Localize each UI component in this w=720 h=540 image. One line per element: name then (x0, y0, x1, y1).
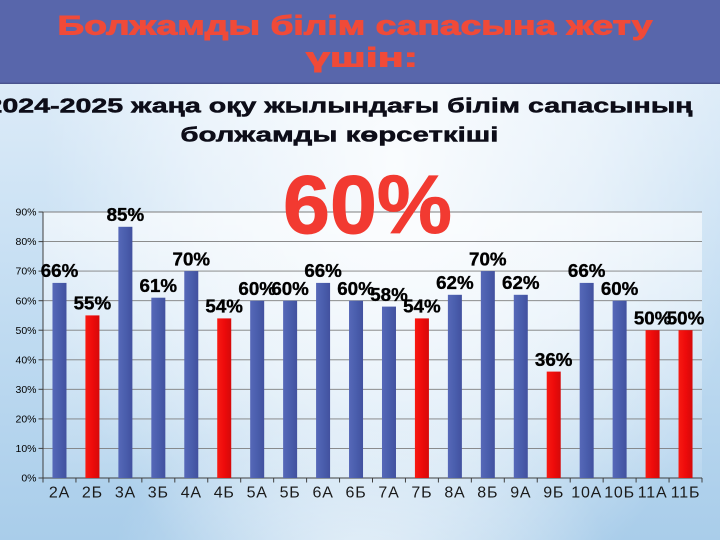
svg-text:20%: 20% (15, 414, 36, 426)
svg-text:3А: 3А (115, 485, 136, 502)
svg-text:54%: 54% (205, 297, 243, 317)
svg-text:8Б: 8Б (477, 485, 498, 502)
svg-text:50%: 50% (667, 308, 705, 328)
svg-text:80%: 80% (15, 236, 36, 248)
svg-text:40%: 40% (15, 354, 36, 366)
svg-text:0%: 0% (21, 473, 36, 485)
svg-text:5Б: 5Б (280, 485, 301, 502)
svg-text:66%: 66% (41, 261, 79, 281)
svg-text:36%: 36% (535, 350, 573, 370)
svg-text:6А: 6А (313, 485, 334, 502)
svg-text:62%: 62% (436, 273, 474, 293)
svg-text:8А: 8А (444, 485, 465, 502)
svg-text:үшін:: үшін: (306, 42, 418, 72)
svg-text:30%: 30% (15, 384, 36, 396)
svg-text:60%: 60% (283, 158, 452, 251)
svg-text:4А: 4А (181, 485, 202, 502)
svg-text:70%: 70% (469, 249, 507, 269)
svg-text:4Б: 4Б (214, 485, 235, 502)
svg-text:11А: 11А (638, 485, 668, 502)
svg-text:58%: 58% (370, 285, 408, 305)
svg-text:66%: 66% (568, 261, 606, 281)
svg-text:60%: 60% (337, 279, 375, 299)
svg-text:10%: 10% (15, 443, 36, 455)
svg-text:болжамды көрсеткіші: болжамды көрсеткіші (180, 124, 498, 146)
svg-text:9А: 9А (510, 485, 531, 502)
svg-text:5А: 5А (247, 485, 268, 502)
svg-text:66%: 66% (304, 261, 342, 281)
svg-text:55%: 55% (74, 294, 112, 314)
svg-text:62%: 62% (502, 273, 540, 293)
svg-text:10Б: 10Б (604, 485, 635, 502)
svg-text:2Б: 2Б (82, 485, 103, 502)
svg-text:60%: 60% (238, 279, 276, 299)
svg-text:90%: 90% (15, 207, 36, 219)
svg-text:7Б: 7Б (411, 485, 432, 502)
svg-text:9Б: 9Б (543, 485, 564, 502)
svg-text:70%: 70% (15, 266, 36, 278)
svg-text:60%: 60% (601, 279, 639, 299)
svg-text:70%: 70% (173, 249, 211, 269)
svg-text:10А: 10А (571, 485, 602, 502)
svg-text:Болжамды білім сапасына жету: Болжамды білім сапасына жету (58, 10, 653, 40)
svg-text:3Б: 3Б (148, 485, 169, 502)
svg-text:85%: 85% (107, 205, 145, 225)
svg-text:11Б: 11Б (671, 485, 701, 502)
svg-text:7А: 7А (378, 485, 399, 502)
svg-text:50%: 50% (634, 308, 672, 328)
svg-text:6Б: 6Б (346, 485, 367, 502)
svg-text:61%: 61% (140, 276, 178, 296)
svg-text:60%: 60% (15, 295, 36, 307)
svg-text:2А: 2А (49, 485, 70, 502)
svg-text:54%: 54% (403, 297, 441, 317)
svg-text:2024-2025 жаңа оқу жылындағы б: 2024-2025 жаңа оқу жылындағы білім сапас… (0, 96, 693, 118)
svg-text:50%: 50% (15, 325, 36, 337)
svg-text:60%: 60% (271, 279, 309, 299)
